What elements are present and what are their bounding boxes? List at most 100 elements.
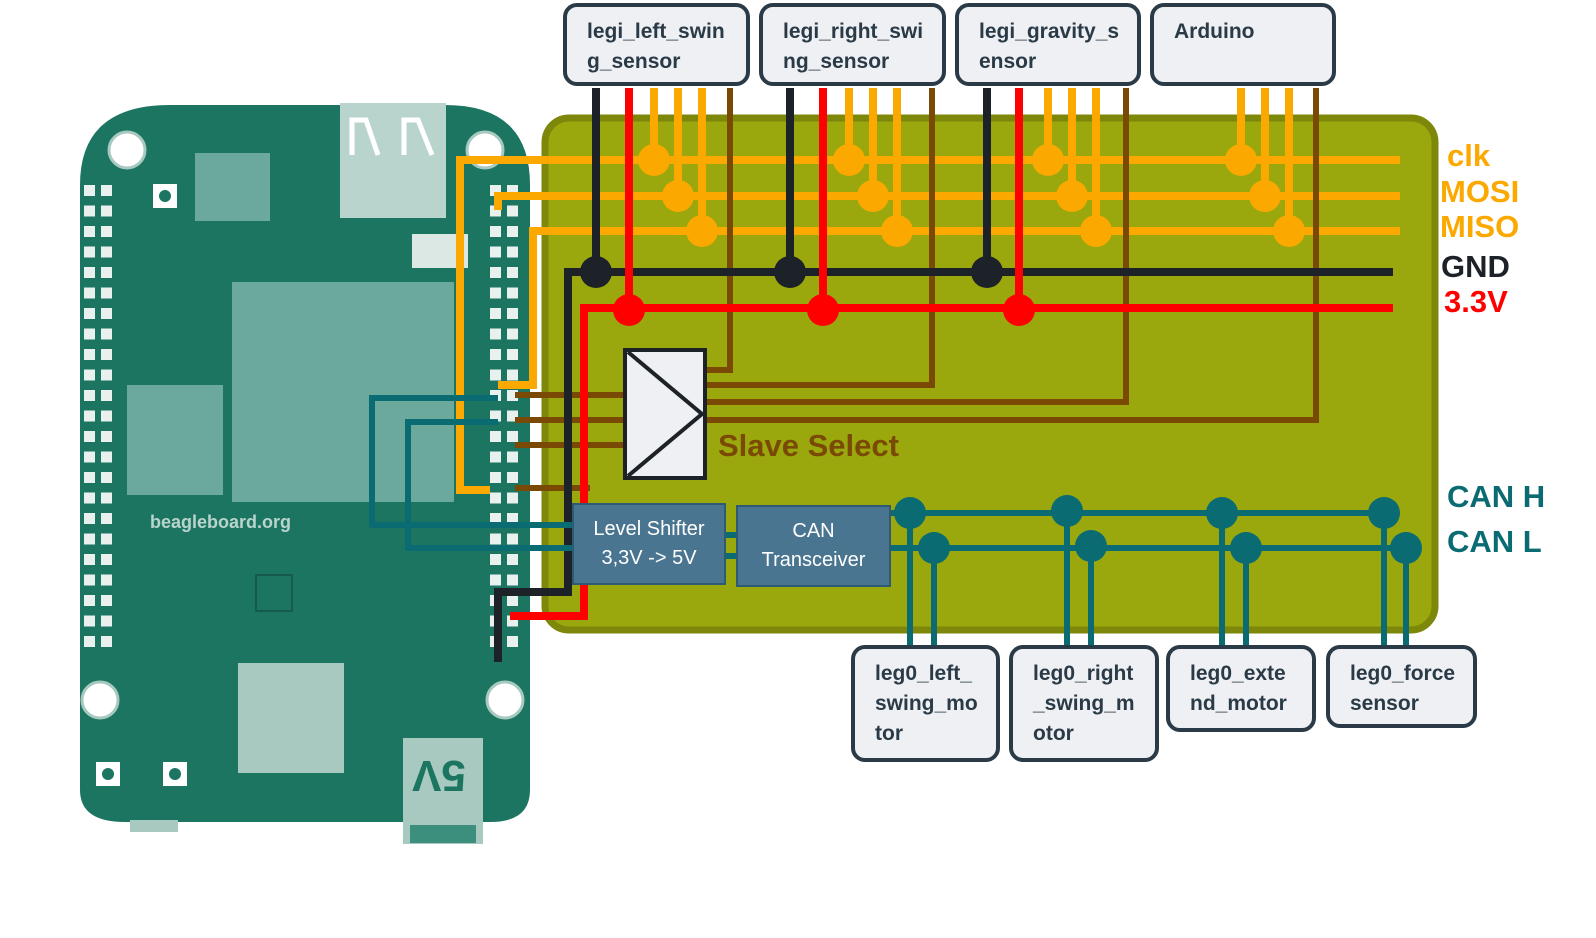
header-pin [490, 431, 501, 442]
header-pin [507, 328, 518, 340]
spi-junctions [638, 144, 1305, 247]
header-pin [84, 472, 95, 483]
header-pin [490, 369, 501, 381]
label-mosi: MOSI [1440, 174, 1520, 209]
gnd-line [494, 268, 1393, 662]
header-pin [84, 328, 95, 340]
header-pin [507, 492, 518, 504]
header-pin [84, 595, 95, 606]
header-pin [84, 369, 95, 381]
header-pin [490, 410, 501, 422]
header-pin [490, 287, 501, 299]
header-pin [507, 308, 518, 319]
header-pin [84, 636, 95, 647]
header-pin [507, 431, 518, 442]
header-pin [101, 636, 112, 647]
header-pin [507, 246, 518, 258]
can-transceiver[interactable]: CAN Transceiver [736, 505, 891, 587]
header-pin [507, 205, 518, 217]
header-pin [84, 492, 95, 504]
header-pin [490, 492, 501, 504]
header-pin [490, 554, 501, 565]
header-pin [101, 554, 112, 565]
header-pin [84, 513, 95, 524]
power-jack-label: 5V [412, 751, 466, 800]
level-shifter-ratio: 3,3V -> 5V [601, 547, 697, 569]
header-pin [507, 451, 518, 463]
label-miso: MISO [1440, 209, 1520, 244]
header-pin [101, 492, 112, 504]
header-pin [490, 226, 501, 237]
header-pin [101, 369, 112, 381]
slave-select-wires [515, 88, 1319, 491]
header-pin [507, 533, 518, 545]
power-junctions [613, 294, 1035, 326]
header-p9 [84, 185, 112, 647]
header-pin [84, 533, 95, 545]
header-pin [84, 574, 95, 586]
header-pin [101, 451, 112, 463]
header-pin [101, 246, 112, 258]
label-can-h: CAN H [1447, 479, 1546, 514]
header-pin [101, 185, 112, 196]
header-pin [507, 410, 518, 422]
label-can-l: CAN L [1447, 524, 1542, 559]
header-pin [101, 615, 112, 627]
gnd-wires [494, 88, 1393, 662]
header-pin [490, 328, 501, 340]
header-pin [101, 349, 112, 360]
header-pin [507, 267, 518, 278]
header-pin [101, 205, 112, 217]
header-pin [101, 308, 112, 319]
header-pin [490, 574, 501, 586]
header-pin [507, 574, 518, 586]
header-pin [84, 185, 95, 196]
header-pin [507, 369, 518, 381]
header-pin [507, 349, 518, 360]
device-legi-left-swing-sensor[interactable]: legi_left_swing_sensor [563, 3, 750, 86]
header-pin [507, 595, 518, 606]
miso-line [498, 227, 1400, 389]
header-pin [490, 533, 501, 545]
device-leg0-extend-motor[interactable]: leg0_extend_motor [1166, 645, 1316, 732]
device-leg0-force-sensor[interactable]: leg0_force sensor [1326, 645, 1477, 728]
beagleboard-logo: beagleboard.org [150, 512, 292, 532]
header-pin [84, 390, 95, 401]
header-pin [490, 513, 501, 524]
header-pin [101, 533, 112, 545]
can-wires [369, 395, 1418, 648]
header-pin [490, 267, 501, 278]
device-arduino[interactable]: Arduino [1150, 3, 1336, 86]
header-pin [84, 308, 95, 319]
label-clk: clk [1447, 138, 1491, 173]
header-pin [490, 185, 501, 196]
label-gnd: GND [1441, 249, 1510, 284]
header-pin [84, 287, 95, 299]
v33-line [510, 304, 1393, 620]
can-junctions [894, 495, 1422, 564]
header-pin [507, 615, 518, 627]
header-pin [84, 410, 95, 422]
header-pin [84, 554, 95, 565]
header-pin [490, 472, 501, 483]
header-pin [84, 205, 95, 217]
header-pin [507, 472, 518, 483]
header-pin [101, 410, 112, 422]
header-pin [507, 513, 518, 524]
level-shifter[interactable]: Level Shifter 3,3V -> 5V [572, 503, 726, 585]
header-pin [507, 636, 518, 647]
can-transceiver-line1: CAN [792, 520, 835, 542]
device-legi-gravity-sensor[interactable]: legi_gravity_sensor [955, 3, 1141, 86]
header-pin [507, 185, 518, 196]
device-legi-right-swing-sensor[interactable]: legi_right_swing_sensor [759, 3, 946, 86]
device-leg0-right-swing-motor[interactable]: leg0_right_swing_motor [1009, 645, 1159, 762]
header-pin [84, 451, 95, 463]
device-leg0-left-swing-motor[interactable]: leg0_left_swing_motor [851, 645, 1000, 762]
header-pin [490, 308, 501, 319]
header-pin [101, 513, 112, 524]
slave-select-label: Slave Select [718, 428, 899, 463]
gnd-junctions [580, 256, 1003, 288]
header-pin [507, 390, 518, 401]
header-pin [84, 615, 95, 627]
